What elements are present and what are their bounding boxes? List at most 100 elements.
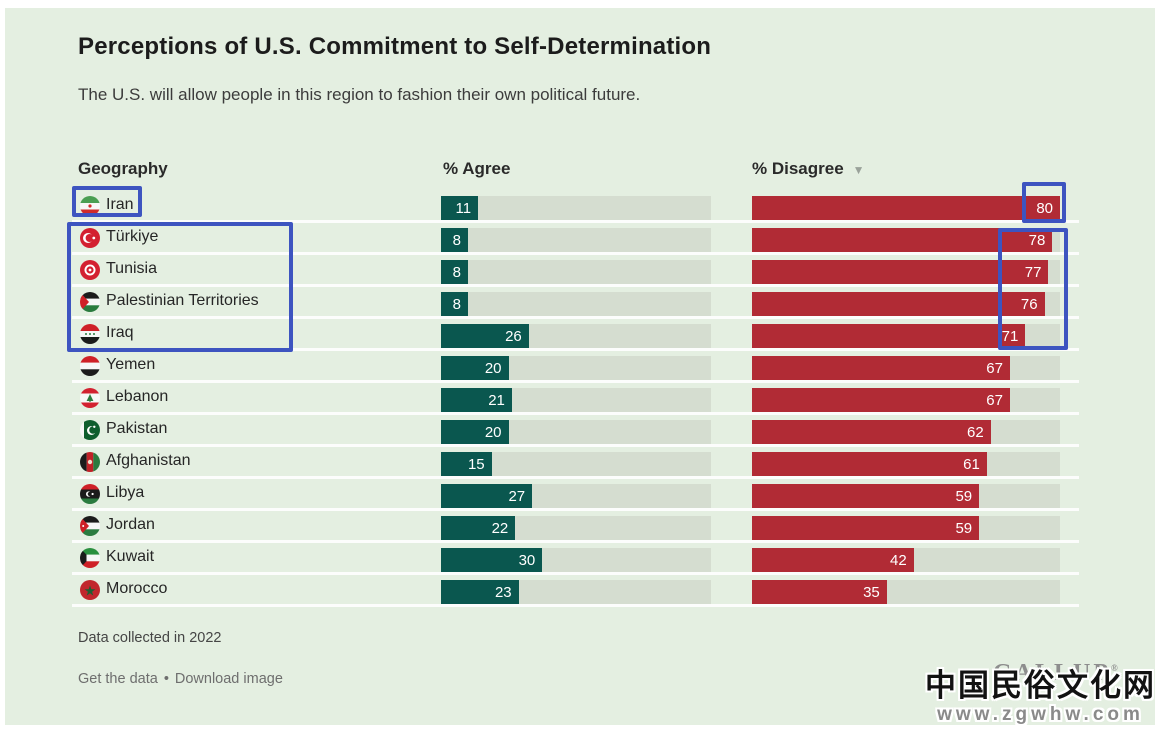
disagree-bar-track: 67 (752, 356, 1060, 380)
pakistan-flag-icon (80, 420, 100, 440)
country-label: Yemen (106, 356, 156, 373)
disagree-bar-track: 67 (752, 388, 1060, 412)
agree-bar-track: 27 (441, 484, 711, 508)
table-row: Lebanon 21 67 (72, 383, 1079, 415)
disagree-bar[interactable]: 35 (752, 580, 887, 604)
kuwait-flag-icon (80, 548, 100, 568)
disagree-bar[interactable]: 77 (752, 260, 1049, 284)
country-label: Jordan (106, 516, 155, 533)
agree-bar-track: 23 (441, 580, 711, 604)
agree-bar[interactable]: 20 (441, 356, 509, 380)
agree-bar[interactable]: 15 (441, 452, 492, 476)
disagree-bar[interactable]: 67 (752, 356, 1010, 380)
country-label: Libya (106, 484, 145, 501)
disagree-bar[interactable]: 78 (752, 228, 1053, 252)
agree-bar[interactable]: 22 (441, 516, 516, 540)
agree-bar[interactable]: 20 (441, 420, 509, 444)
data-collected-note: Data collected in 2022 (78, 630, 222, 646)
iraq-flag-icon (80, 324, 100, 344)
libya-flag-icon (80, 484, 100, 504)
country-label: Morocco (106, 580, 168, 597)
agree-bar-track: 20 (441, 356, 711, 380)
disagree-bar[interactable]: 71 (752, 324, 1026, 348)
table-row: Libya 27 59 (72, 479, 1079, 511)
disagree-bar-track: 76 (752, 292, 1060, 316)
agree-bar-track: 8 (441, 292, 711, 316)
turkiye-flag-icon (80, 228, 100, 248)
column-header-disagree[interactable]: % Disagree ▼ (752, 159, 865, 178)
jordan-flag-icon (80, 516, 100, 536)
download-image-link[interactable]: Download image (174, 671, 283, 687)
agree-bar[interactable]: 21 (441, 388, 512, 412)
agree-bar-track: 8 (441, 260, 711, 284)
chart-title: Perceptions of U.S. Commitment to Self-D… (78, 33, 712, 60)
disagree-bar-track: 77 (752, 260, 1060, 284)
column-header-agree[interactable]: % Agree (443, 159, 511, 178)
watermark: 中国民俗文化网 www.zgwhw.com (925, 668, 1156, 725)
gallup-logo: GALLUP® (993, 660, 1118, 686)
get-the-data-link[interactable]: Get the data (78, 671, 158, 687)
agree-bar[interactable]: 30 (441, 548, 543, 572)
agree-bar[interactable]: 8 (441, 292, 468, 316)
agree-bar-track: 21 (441, 388, 711, 412)
agree-bar-track: 22 (441, 516, 711, 540)
palestine-flag-icon (80, 292, 100, 312)
disagree-bar-track: 80 (752, 196, 1060, 220)
disagree-bar[interactable]: 76 (752, 292, 1045, 316)
disagree-bar-track: 61 (752, 452, 1060, 476)
disagree-bar-track: 35 (752, 580, 1060, 604)
table-row: Kuwait 30 42 (72, 543, 1079, 575)
agree-bar[interactable]: 27 (441, 484, 533, 508)
agree-bar[interactable]: 8 (441, 228, 468, 252)
agree-bar-track: 11 (441, 196, 711, 220)
table-row: Yemen 20 67 (72, 351, 1079, 383)
agree-bar-track: 15 (441, 452, 711, 476)
table-row: Pakistan 20 62 (72, 415, 1079, 447)
table-row: Jordan 22 59 (72, 511, 1079, 543)
country-label: Iraq (106, 324, 134, 341)
disagree-bar[interactable]: 42 (752, 548, 914, 572)
agree-bar[interactable]: 11 (441, 196, 479, 220)
table-row: Palestinian Territories 8 76 (72, 287, 1079, 319)
watermark-url: www.zgwhw.com (937, 704, 1144, 725)
agree-bar[interactable]: 23 (441, 580, 519, 604)
watermark-site-name: 中国民俗文化网 (925, 668, 1156, 704)
disagree-bar[interactable]: 59 (752, 516, 980, 540)
links-separator: • (163, 671, 169, 687)
iran-flag-icon (80, 196, 100, 216)
country-label: Iran (106, 196, 134, 213)
agree-bar-track: 20 (441, 420, 711, 444)
agree-bar[interactable]: 8 (441, 260, 468, 284)
afghanistan-flag-icon (80, 452, 100, 472)
column-header-geography: Geography (78, 159, 168, 178)
disagree-bar[interactable]: 59 (752, 484, 980, 508)
disagree-bar-track: 62 (752, 420, 1060, 444)
country-label: Türkiye (106, 228, 159, 245)
country-label: Palestinian Territories (106, 292, 259, 309)
table-row: Afghanistan 15 61 (72, 447, 1079, 479)
agree-bar[interactable]: 26 (441, 324, 529, 348)
disagree-bar[interactable]: 67 (752, 388, 1010, 412)
country-label: Pakistan (106, 420, 168, 437)
table-row: Türkiye 8 78 (72, 223, 1079, 255)
country-label: Kuwait (106, 548, 155, 565)
country-label: Tunisia (106, 260, 157, 277)
yemen-flag-icon (80, 356, 100, 376)
lebanon-flag-icon (80, 388, 100, 408)
sort-descending-icon[interactable]: ▼ (852, 163, 865, 177)
disagree-bar[interactable]: 61 (752, 452, 987, 476)
disagree-bar[interactable]: 80 (752, 196, 1060, 220)
disagree-bar-track: 59 (752, 516, 1060, 540)
disagree-bar-track: 71 (752, 324, 1060, 348)
table-row: Morocco 23 35 (72, 575, 1079, 607)
table-row: Iraq 26 71 (72, 319, 1079, 351)
chart-subtitle: The U.S. will allow people in this regio… (78, 85, 641, 104)
agree-bar-track: 8 (441, 228, 711, 252)
country-label: Lebanon (106, 388, 169, 405)
disagree-bar[interactable]: 62 (752, 420, 991, 444)
morocco-flag-icon (80, 580, 100, 600)
tunisia-flag-icon (80, 260, 100, 280)
agree-bar-track: 26 (441, 324, 711, 348)
disagree-bar-track: 42 (752, 548, 1060, 572)
country-label: Afghanistan (106, 452, 191, 469)
